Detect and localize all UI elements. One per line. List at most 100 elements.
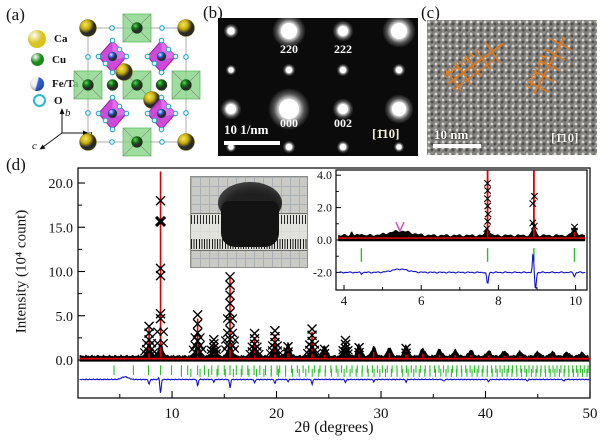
observed-x-marker (152, 338, 162, 348)
observed-x-marker (231, 345, 240, 353)
main-x-tick-label: 30 (374, 406, 389, 422)
xrd-main-chart: 10 20 30 40 50 0.0 5.0 10.0 15.0 20.0 (49, 167, 598, 422)
observed-x-marker (570, 227, 578, 235)
diffraction-spot-core (391, 23, 407, 39)
diffraction-spot-core (228, 144, 234, 150)
main-y-tick-label: 10.0 (49, 266, 74, 281)
observed-x-marker (231, 336, 240, 344)
legend-label: O (54, 94, 63, 107)
diffraction-background (218, 18, 418, 156)
observed-x-marker (354, 347, 365, 358)
spot-label-002: 002 (334, 116, 352, 130)
spot-label-220: 220 (280, 42, 298, 56)
observed-x-marker (529, 199, 537, 208)
observed-x-marker (206, 348, 216, 358)
observed-x-marker (249, 328, 260, 339)
panel-b-label: (b) (203, 3, 223, 22)
observed-x-marker (225, 298, 236, 309)
observed-x-marker (192, 309, 203, 320)
observed-x-marker (155, 313, 166, 324)
observed-x-marker (484, 187, 492, 195)
inset-y-tick-label: 0.0 (317, 233, 332, 247)
observed-x-marker (283, 347, 294, 358)
observed-x-marker (401, 348, 412, 359)
xrd-inset-chart: 4 6 8 10 4.0 2.0 0.0 -2.0 (313, 168, 588, 308)
observed-x-marker (206, 345, 216, 355)
observed-x-marker (225, 271, 236, 282)
observed-x-marker (208, 338, 219, 349)
o-sphere-icon (33, 94, 46, 107)
scale-bar (433, 144, 481, 148)
axis-c-label: c (32, 140, 37, 152)
observed-x-marker (225, 290, 236, 301)
observed-x-marker (338, 345, 348, 355)
ca-sphere-icon (28, 30, 46, 48)
main-y-tick-label: 5.0 (56, 310, 74, 325)
panel-a-label: (a) (6, 5, 25, 24)
pellet-sample-body (221, 201, 279, 247)
observed-x-marker (220, 345, 229, 353)
axis-b-label: b (65, 107, 71, 119)
inset-x-tick-label: 4 (341, 293, 348, 308)
observed-x-marker (225, 307, 236, 318)
main-y-tick-label: 20.0 (49, 177, 74, 192)
difference-curve (79, 375, 590, 393)
feta-sphere-icon (30, 77, 44, 91)
diffraction-spot-core (286, 67, 292, 73)
pellet-photo (190, 176, 308, 268)
observed-x-marker (152, 327, 162, 337)
diffraction-pattern-image (218, 14, 418, 156)
bragg-tick-rows (113, 365, 589, 377)
diffraction-spot-core (340, 144, 346, 150)
observed-x-marker (484, 210, 492, 218)
observed-x-marker (155, 308, 166, 319)
observed-band (79, 341, 590, 362)
x-axis-title: 2θ (degrees) (294, 419, 374, 436)
main-plot-frame (77, 167, 591, 399)
legend-label: Fe/Ta (52, 78, 79, 90)
main-x-tick-label: 50 (583, 406, 598, 422)
diffraction-spot-core (396, 144, 402, 150)
diffraction-spot-core (279, 99, 299, 119)
observed-x-marker (190, 340, 200, 350)
panel-c-label: (c) (421, 3, 440, 22)
diffraction-spot-core (228, 67, 234, 73)
observed-x-marker (483, 179, 492, 187)
scale-bar-label: 10 1/nm (224, 122, 269, 137)
observed-x-marker (483, 225, 491, 233)
observed-x-marker (190, 332, 200, 342)
panel-d-label: (d) (6, 155, 26, 174)
observed-x-marker (401, 343, 412, 354)
observed-x-marker (530, 222, 538, 230)
diffraction-spot-core (227, 27, 235, 35)
observed-x-marker (354, 342, 365, 353)
observed-x-marker (192, 318, 203, 329)
diffraction-spot-core (281, 23, 297, 39)
diffraction-spot-core (338, 26, 348, 36)
observed-x-marker (340, 346, 351, 357)
diffraction-spot-core (286, 144, 292, 150)
inset-plot-frame (335, 169, 588, 291)
spot-label-222: 222 (334, 42, 352, 56)
observed-x-marker (155, 270, 166, 281)
observed-x-marker (192, 327, 203, 338)
observed-x-marker (245, 349, 254, 358)
observed-x-marker (338, 349, 348, 359)
observed-x-marker (340, 339, 351, 350)
main-y-tick-label: 0.0 (56, 354, 74, 369)
observed-x-marker (483, 195, 492, 203)
observed-x-marker (302, 348, 311, 357)
observed-x-marker (340, 335, 351, 346)
observed-x-marker (188, 345, 197, 354)
diffraction-spot-core (392, 102, 406, 116)
observed-x-marker (159, 338, 169, 348)
observed-x-marker (198, 345, 207, 354)
cu-sphere-icon (31, 53, 44, 66)
observed-x-marker (255, 349, 264, 358)
observed-x-marker (155, 263, 166, 274)
observed-x-marker (313, 348, 322, 357)
observed-x-marker (225, 280, 236, 291)
main-y-tick-label: 15.0 (49, 221, 74, 236)
diffraction-spot-core (226, 104, 236, 114)
observed-x-marker (208, 334, 219, 345)
